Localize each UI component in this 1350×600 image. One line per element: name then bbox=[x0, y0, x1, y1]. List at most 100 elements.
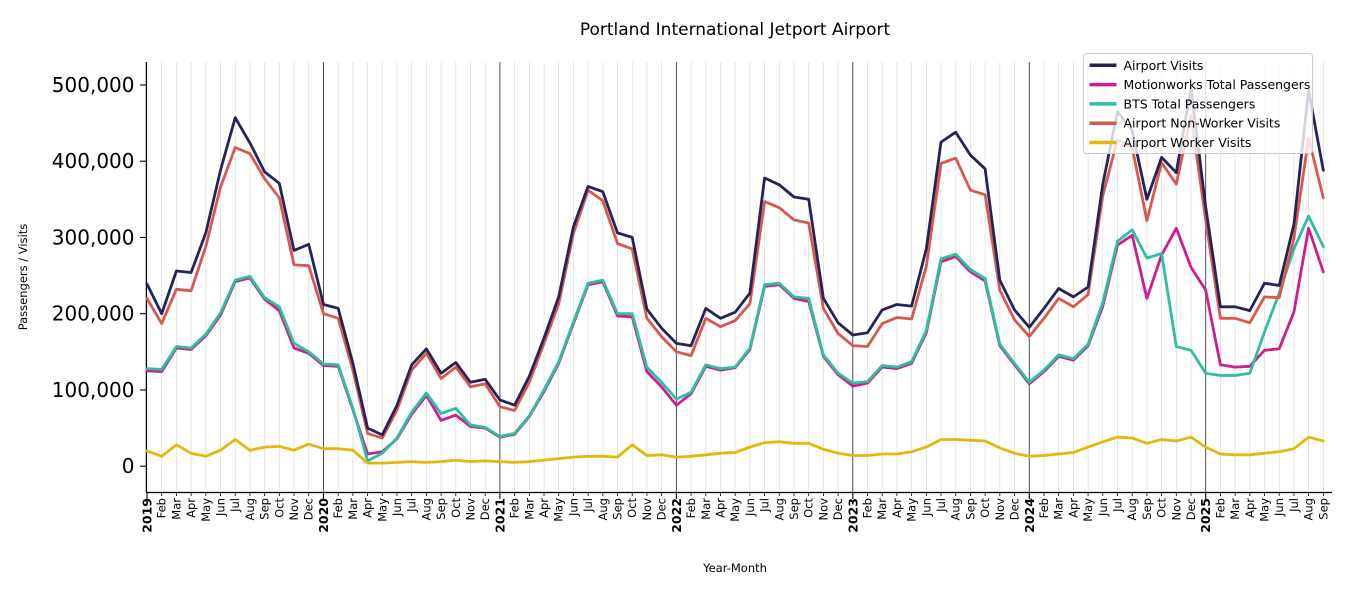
x-tick-label-year: 2025 bbox=[1198, 498, 1213, 533]
legend-item-motionworks-total-passengers: Motionworks Total Passengers bbox=[1089, 77, 1311, 92]
y-tick-label: 100,000 bbox=[52, 378, 135, 402]
x-tick-label-month: Aug bbox=[772, 498, 786, 520]
x-tick-label-month: Apr bbox=[361, 498, 375, 518]
x-tick-label-month: Sep bbox=[787, 498, 801, 520]
y-tick-label: 500,000 bbox=[52, 73, 135, 97]
x-tick-label-month: Sep bbox=[1316, 498, 1330, 520]
x-tick-label-month: Apr bbox=[1243, 498, 1257, 518]
x-tick-label-year: 2022 bbox=[669, 498, 684, 533]
y-tick-label: 0 bbox=[122, 454, 135, 478]
x-tick-label-year: 2024 bbox=[1022, 498, 1037, 533]
x-tick-label-month: Jul bbox=[581, 498, 595, 513]
x-tick-label-month: Sep bbox=[963, 498, 977, 520]
x-tick-label-month: May bbox=[375, 498, 389, 522]
chart-title: Portland International Jetport Airport bbox=[580, 20, 891, 40]
x-tick-label-month: Jul bbox=[758, 498, 772, 513]
x-tick-label-month: Apr bbox=[713, 498, 727, 518]
x-tick-label-year: 2023 bbox=[845, 498, 860, 533]
x-tick-label-month: Oct bbox=[802, 498, 816, 518]
x-tick-label-month: Aug bbox=[1302, 498, 1316, 520]
x-tick-label-month: Mar bbox=[1228, 498, 1242, 520]
x-tick-label-month: Mar bbox=[699, 498, 713, 520]
x-tick-label-month: Feb bbox=[684, 498, 698, 518]
gridlines bbox=[161, 62, 1324, 493]
x-tick-label-year: 2020 bbox=[316, 498, 331, 533]
legend-label: Motionworks Total Passengers bbox=[1124, 77, 1311, 92]
x-tick-label-month: May bbox=[552, 498, 566, 522]
legend: Airport Visits Motionworks Total Passenge… bbox=[1083, 53, 1313, 154]
x-tick-label-month: Jul bbox=[1287, 498, 1301, 513]
x-axis-label: Year-Month bbox=[702, 561, 767, 575]
x-tick-label-month: Jun bbox=[214, 498, 228, 517]
y-tick-label: 200,000 bbox=[52, 302, 135, 326]
x-tick-label-month: May bbox=[905, 498, 919, 522]
x-tick-label-month: Feb bbox=[155, 498, 169, 518]
legend-item-airport-non-worker-visits: Airport Non-Worker Visits bbox=[1089, 116, 1281, 131]
x-tick-label-month: Nov bbox=[993, 498, 1007, 521]
x-tick-label-month: Jul bbox=[934, 498, 948, 513]
x-tick-label-month: Jul bbox=[1110, 498, 1124, 513]
x-tick-label-month: Nov bbox=[640, 498, 654, 521]
legend-label: Airport Worker Visits bbox=[1124, 135, 1252, 150]
x-tick-label-month: Dec bbox=[478, 498, 492, 520]
x-tick-label-month: Aug bbox=[1125, 498, 1139, 520]
x-tick-label-month: Jul bbox=[228, 498, 242, 513]
x-tick-label-month: Feb bbox=[1213, 498, 1227, 518]
x-tick-label-month: Aug bbox=[243, 498, 257, 520]
x-tick-label-month: Oct bbox=[1155, 498, 1169, 518]
x-tick-label-month: Jun bbox=[566, 498, 580, 517]
legend-box bbox=[1083, 53, 1313, 154]
x-tick-label-year: 2021 bbox=[492, 498, 507, 533]
x-tick-label-month: Jun bbox=[743, 498, 757, 517]
series-line-bts-total-passengers bbox=[145, 214, 1325, 463]
y-tick-label: 400,000 bbox=[52, 149, 135, 173]
x-tick-label-month: Dec bbox=[655, 498, 669, 520]
x-tick-label-month: Sep bbox=[1140, 498, 1154, 520]
legend-item-airport-visits: Airport Visits bbox=[1089, 58, 1204, 73]
x-tick-label-month: Jun bbox=[919, 498, 933, 517]
x-tick-label-month: Feb bbox=[508, 498, 522, 518]
x-tick-label-month: Apr bbox=[890, 498, 904, 518]
x-tick-label-month: Feb bbox=[861, 498, 875, 518]
x-tick-label-month: Oct bbox=[449, 498, 463, 518]
x-tick-label-month: Mar bbox=[346, 498, 360, 520]
x-tick-label-month: Dec bbox=[831, 498, 845, 520]
x-tick-label-year: 2019 bbox=[140, 498, 155, 533]
x-tick-label-month: Dec bbox=[1008, 498, 1022, 520]
legend-item-airport-worker-visits: Airport Worker Visits bbox=[1089, 135, 1252, 150]
x-tick-label-month: Aug bbox=[949, 498, 963, 520]
x-tick-label-month: Dec bbox=[302, 498, 316, 520]
x-tick-label-month: Jul bbox=[405, 498, 419, 513]
x-tick-label-month: Mar bbox=[522, 498, 536, 520]
legend-label: Airport Visits bbox=[1124, 58, 1204, 73]
x-tick-label-month: Jun bbox=[390, 498, 404, 517]
y-tick-label: 300,000 bbox=[52, 225, 135, 249]
x-tick-label-month: Sep bbox=[434, 498, 448, 520]
y-axis-label: Passengers / Visits bbox=[16, 224, 30, 331]
axes: 2019 Feb Mar Apr May Jun Jul Aug Sep Oct Nov Dec 202… bbox=[52, 62, 1332, 533]
x-tick-label-month: Oct bbox=[625, 498, 639, 518]
x-tick-label-month: Oct bbox=[978, 498, 992, 518]
x-tick-label-month: May bbox=[1081, 498, 1095, 522]
legend-label: Airport Non-Worker Visits bbox=[1124, 116, 1281, 131]
x-tick-label-month: Sep bbox=[258, 498, 272, 520]
x-tick-label-month: Mar bbox=[875, 498, 889, 520]
x-tick-label-month: Aug bbox=[596, 498, 610, 520]
x-tick-label-month: Nov bbox=[287, 498, 301, 521]
x-tick-label-month: Sep bbox=[611, 498, 625, 520]
x-tick-label-month: Nov bbox=[816, 498, 830, 521]
x-tick-label-month: Dec bbox=[1184, 498, 1198, 520]
x-tick-label-month: Jun bbox=[1096, 498, 1110, 517]
x-tick-label-month: Aug bbox=[419, 498, 433, 520]
x-tick-label-month: Feb bbox=[1037, 498, 1051, 518]
x-tick-label-month: Mar bbox=[169, 498, 183, 520]
x-tick-label-month: May bbox=[728, 498, 742, 522]
x-tick-label-month: Nov bbox=[1169, 498, 1183, 521]
x-tick-label-month: Mar bbox=[1052, 498, 1066, 520]
series-line-airport-worker-visits bbox=[145, 435, 1325, 465]
x-tick-label-month: May bbox=[199, 498, 213, 522]
legend-item-bts-total-passengers: BTS Total Passengers bbox=[1089, 96, 1255, 111]
x-tick-label-month: Apr bbox=[1066, 498, 1080, 518]
x-tick-label-month: Oct bbox=[272, 498, 286, 518]
